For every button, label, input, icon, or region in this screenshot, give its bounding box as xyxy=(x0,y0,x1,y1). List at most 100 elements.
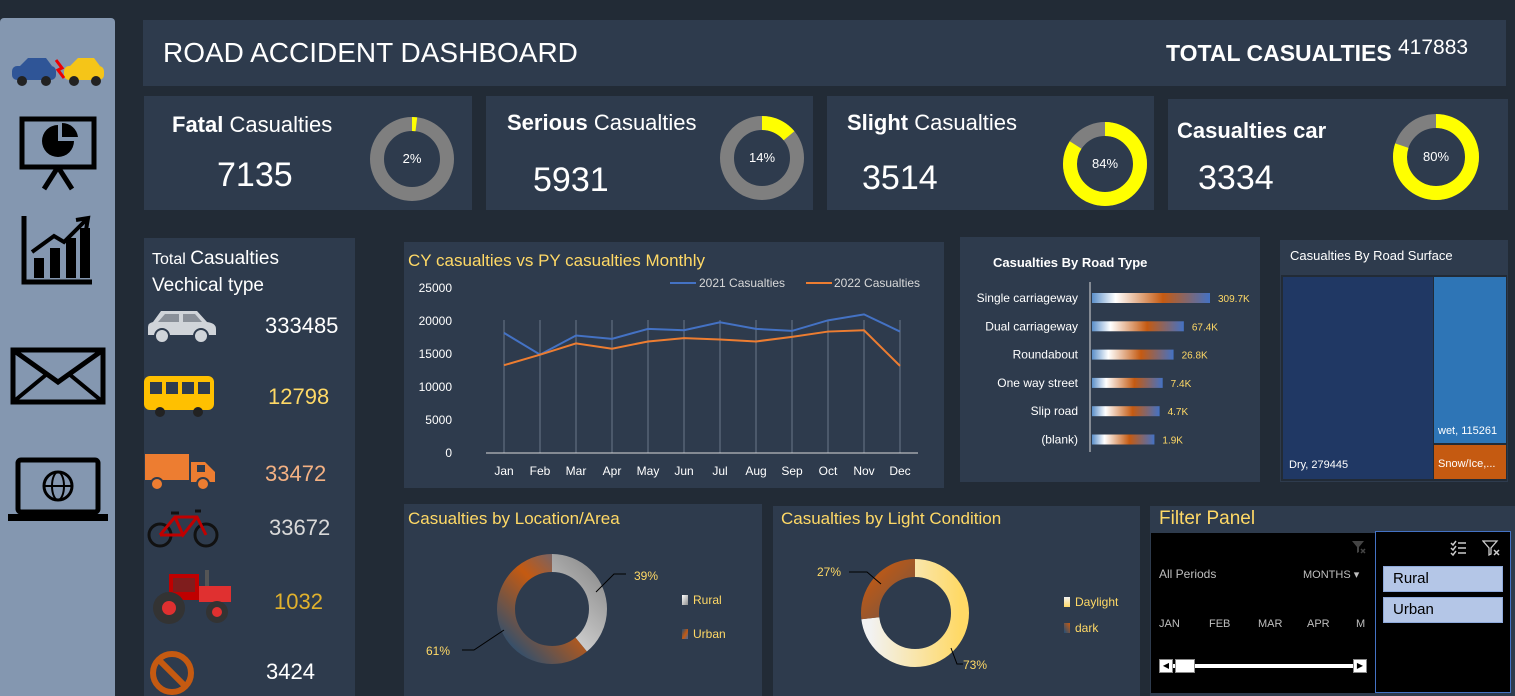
presentation-chart-icon[interactable] xyxy=(0,115,115,191)
kpi-fatal-ring: 2% xyxy=(370,117,454,201)
treemap-cell-snow[interactable]: Snow/Ice,... xyxy=(1434,445,1506,479)
label-rural-pct: 39% xyxy=(634,569,658,583)
leader-line-dark xyxy=(849,571,882,585)
legend-swatch-rural xyxy=(682,595,688,605)
scroll-left-icon[interactable]: ◀ xyxy=(1159,659,1173,673)
bus-icon xyxy=(144,376,214,417)
treemap-label-dry: Dry, 279445 xyxy=(1289,459,1349,471)
no-entry-icon xyxy=(150,651,194,695)
legend-swatch-daylight xyxy=(1064,597,1070,607)
slice-urban[interactable] xyxy=(497,554,607,664)
kpi-slight-title: Slight Casualties xyxy=(847,110,1017,135)
slicer-option-rural[interactable]: Rural xyxy=(1383,566,1503,592)
road-type-label: Slip road xyxy=(1031,404,1078,418)
ring-label: 84% xyxy=(1092,156,1118,171)
road-type-label: (blank) xyxy=(1041,433,1078,447)
kpi-slight-value: 3514 xyxy=(862,159,938,197)
total-casualties-value: 417883 xyxy=(1398,36,1469,59)
road-type-label: Single carriageway xyxy=(977,291,1078,305)
vehicle-value-tractor: 1032 xyxy=(274,589,323,614)
kpi-serious-ring: 14% xyxy=(720,116,804,200)
bicycle-icon xyxy=(147,509,219,548)
road-type-bar[interactable] xyxy=(1092,377,1163,388)
road-type-bar[interactable] xyxy=(1092,406,1160,417)
month-feb[interactable]: FEB xyxy=(1209,618,1231,630)
tractor-icon xyxy=(153,570,231,624)
timeline-scrollbar[interactable]: ◀ ▶ xyxy=(1159,659,1367,673)
y-tick-label: 5000 xyxy=(425,413,452,427)
clear-filter-icon[interactable] xyxy=(1482,539,1500,557)
road-type-value: 1.9K xyxy=(1162,436,1183,447)
kpi-fatal-title: Fatal Casualties xyxy=(172,112,333,137)
multi-select-icon[interactable] xyxy=(1449,539,1467,557)
kpi-car-title: Casualties car xyxy=(1177,118,1327,143)
location-donut-chart: 39% 61% Rural Urban xyxy=(426,554,726,664)
kpi-card-slight xyxy=(827,96,1154,210)
month-apr[interactable]: APR xyxy=(1307,618,1330,630)
road-type-value: 309.7K xyxy=(1218,294,1250,305)
laptop-globe-icon[interactable] xyxy=(0,456,115,524)
road-type-label: One way street xyxy=(997,376,1078,390)
chevron-down-icon: ▾ xyxy=(1353,569,1360,581)
legend-swatch-dark xyxy=(1064,623,1070,633)
x-tick-label: Sep xyxy=(781,464,803,478)
road-type-bar[interactable] xyxy=(1092,293,1210,303)
y-tick-label: 15000 xyxy=(419,347,453,361)
kpi-car-value: 3334 xyxy=(1198,159,1274,197)
mail-icon[interactable] xyxy=(0,346,115,406)
legend-label-dark: dark xyxy=(1075,621,1099,635)
month-jan[interactable]: JAN xyxy=(1159,618,1180,630)
scroll-right-icon[interactable]: ▶ xyxy=(1353,659,1367,673)
kpi-slight-ring: 84% xyxy=(1063,122,1147,206)
road-type-label: Dual carriageway xyxy=(985,319,1078,333)
x-tick-label: Dec xyxy=(889,464,910,478)
road-type-bar[interactable] xyxy=(1092,434,1155,445)
scroll-track xyxy=(1173,664,1353,668)
vehicle-value-bus: 12798 xyxy=(268,384,330,409)
period-unit-dropdown[interactable]: MONTHS ▾ xyxy=(1303,569,1360,581)
total-casualties-label: TOTAL CASUALTIES xyxy=(1166,40,1392,66)
kpi-fatal-value: 7135 xyxy=(217,156,293,194)
road-type-bar-chart: Single carriageway 309.7K Dual carriageway… xyxy=(977,282,1250,452)
leader-line-rural xyxy=(595,573,626,593)
slice-dark[interactable] xyxy=(861,559,969,667)
kpi-serious-title: Serious Casualties xyxy=(507,110,697,135)
label-dark-pct: 27% xyxy=(817,565,841,579)
location-panel xyxy=(404,504,762,696)
clear-filter-icon[interactable] xyxy=(1350,539,1366,555)
treemap-cell-dry[interactable]: Dry, 279445 xyxy=(1283,277,1433,479)
monthly-line-chart: 2021 Casualties 2022 Casualties 0 5000 100… xyxy=(419,276,920,478)
treemap-area: Dry, 279445 wet, 115261 Snow/Ice,... xyxy=(1281,275,1507,481)
growth-chart-icon[interactable] xyxy=(0,212,115,286)
vehicle-value-truck: 33472 xyxy=(265,461,327,486)
ring-fill xyxy=(370,117,454,201)
vehicle-value-car: 333485 xyxy=(265,313,339,338)
x-tick-label: Aug xyxy=(745,464,766,478)
series-line-2021 xyxy=(503,313,901,356)
road-type-bar[interactable] xyxy=(1092,349,1174,360)
road-type-value: 7.4K xyxy=(1171,379,1192,390)
legend-swatch-urban xyxy=(682,629,688,639)
series-line-2022 xyxy=(503,329,901,367)
treemap-cell-wet[interactable]: wet, 115261 xyxy=(1434,277,1506,443)
y-tick-label: 25000 xyxy=(419,281,453,295)
page-title: ROAD ACCIDENT DASHBOARD xyxy=(163,37,578,68)
month-mar[interactable]: MAR xyxy=(1258,618,1283,630)
road-type-bar[interactable] xyxy=(1092,321,1184,332)
scroll-thumb[interactable] xyxy=(1175,659,1195,673)
y-tick-label: 0 xyxy=(445,446,452,460)
road-type-value: 67.4K xyxy=(1192,322,1218,333)
light-title: Casualties by Light Condition xyxy=(781,509,1002,528)
road-surface-title: Casualties By Road Surface xyxy=(1290,248,1453,263)
slicer-option-urban[interactable]: Urban xyxy=(1383,597,1503,623)
legend-label-2022: 2022 Casualties xyxy=(834,276,920,290)
ring-fill xyxy=(1063,122,1147,206)
month-may[interactable]: M xyxy=(1356,618,1366,630)
legend-label-rural: Rural xyxy=(693,593,722,607)
timeline-slicer: All Periods MONTHS ▾ JAN FEB MAR APR M ◀… xyxy=(1151,533,1375,693)
truck-icon xyxy=(145,454,215,491)
x-tick-label: Apr xyxy=(603,464,622,478)
x-tick-label: Feb xyxy=(530,464,551,478)
car-crash-icon[interactable] xyxy=(0,52,115,88)
treemap-label-snow: Snow/Ice,... xyxy=(1438,458,1496,470)
